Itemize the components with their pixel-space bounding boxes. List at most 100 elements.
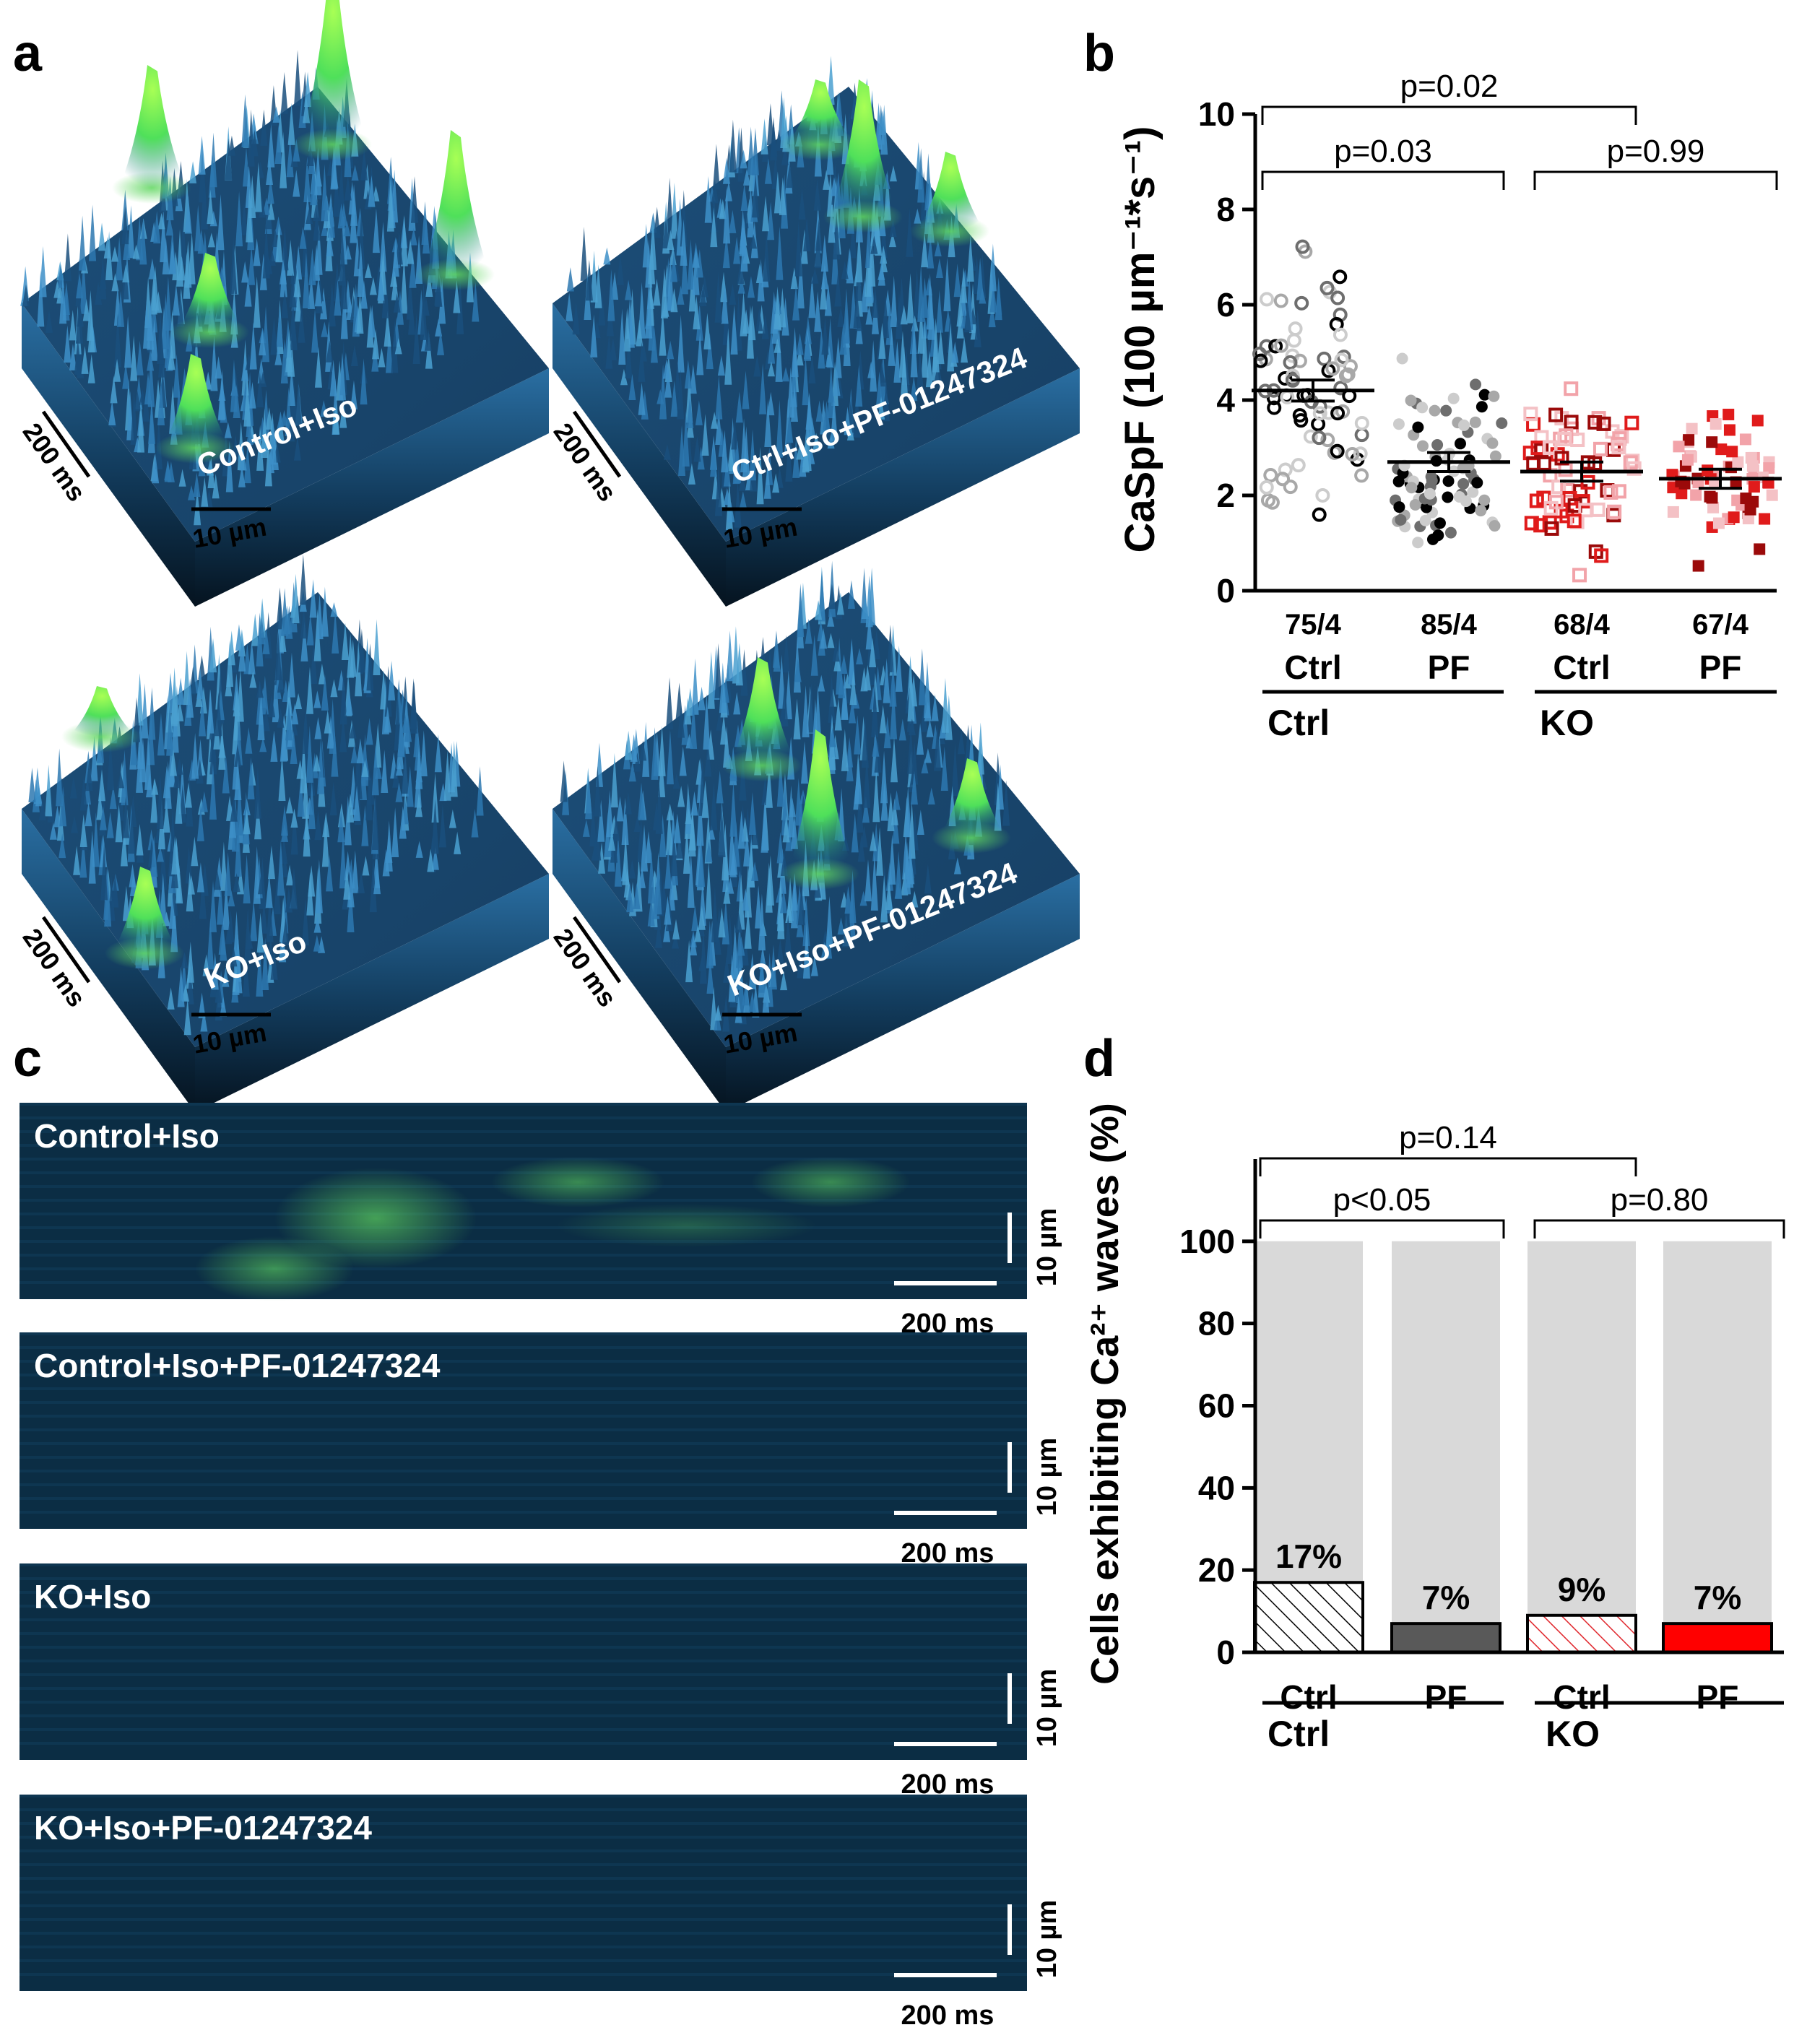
comparison-pvalue: p<0.05 <box>1333 1182 1431 1218</box>
data-point <box>1416 440 1429 452</box>
data-point <box>1594 548 1609 563</box>
data-point <box>1442 491 1454 503</box>
data-point <box>1681 454 1694 466</box>
bar-group-4: 7% <box>1662 1241 1773 1654</box>
data-point <box>1409 498 1421 511</box>
bar-value <box>1526 1613 1637 1654</box>
data-point <box>1288 321 1303 337</box>
data-point <box>1592 441 1608 456</box>
time-scale-line <box>572 410 622 478</box>
data-point <box>1690 489 1702 501</box>
data-point <box>1554 451 1569 466</box>
bar-group-2: 7% <box>1390 1241 1502 1654</box>
panel-b-category-label: Ctrl <box>1284 649 1341 686</box>
data-point <box>1416 402 1429 414</box>
panel-d-ytick-label: 80 <box>1198 1305 1235 1343</box>
surface-peak <box>177 253 244 332</box>
data-point <box>1312 507 1327 522</box>
data-point <box>1424 487 1436 500</box>
data-point <box>1332 269 1348 285</box>
data-point <box>1292 353 1307 368</box>
panel-b-category-label: PF <box>1699 649 1742 686</box>
data-point <box>1405 482 1418 494</box>
data-point <box>1259 480 1274 495</box>
panel-b-category-label: Ctrl <box>1553 649 1610 686</box>
calcium-wave <box>195 1236 354 1301</box>
panel-d-chart: Cells exhibiting Ca²⁺ waves (%) 17% Ctrl 7… <box>1083 1103 1785 1754</box>
data-point <box>1673 441 1685 453</box>
data-point <box>1523 407 1538 422</box>
comparison-bracket <box>1533 170 1778 190</box>
data-point <box>1564 415 1579 430</box>
surface-peak <box>787 79 854 144</box>
panel-d-ytick-label: 0 <box>1216 1634 1235 1671</box>
calcium-wave <box>274 1168 477 1269</box>
bar-total <box>1392 1241 1500 1652</box>
data-point <box>1748 481 1760 493</box>
data-point <box>1488 390 1500 402</box>
surface-front-wall <box>726 874 1080 1112</box>
panel-b-category-label: PF <box>1428 649 1470 686</box>
data-point <box>1405 394 1417 407</box>
data-point <box>1460 495 1472 508</box>
data-point <box>1392 418 1405 430</box>
data-point <box>1471 477 1483 489</box>
data-point <box>1330 290 1346 305</box>
bar-value-label: 17% <box>1275 1537 1342 1575</box>
data-point <box>1692 560 1704 572</box>
data-point <box>1746 460 1759 472</box>
data-point <box>1486 437 1499 449</box>
panel-b-group-1 <box>1252 239 1374 522</box>
data-point <box>1447 392 1460 404</box>
data-point <box>1253 353 1268 368</box>
data-point <box>1263 468 1278 483</box>
data-point <box>1488 520 1501 532</box>
data-point <box>1626 461 1642 476</box>
surface-peak <box>69 686 136 737</box>
panel-b-ytick-label: 2 <box>1216 477 1235 514</box>
data-point <box>1558 462 1573 477</box>
data-point <box>1354 415 1369 430</box>
data-point <box>1274 338 1289 353</box>
data-point <box>1295 239 1310 254</box>
surface-peak <box>422 130 490 274</box>
panel-label-b: b <box>1083 25 1115 82</box>
data-point <box>1332 327 1348 342</box>
surface-peak <box>112 867 179 953</box>
data-point <box>1611 484 1626 499</box>
data-point <box>1320 433 1335 448</box>
panel-d-category-label: PF <box>1425 1678 1468 1716</box>
data-point <box>1303 429 1318 444</box>
data-point <box>1478 494 1491 506</box>
data-point <box>1278 462 1293 477</box>
data-point <box>1548 407 1564 422</box>
panel-b-ytick-label: 6 <box>1216 286 1235 324</box>
data-point <box>1740 493 1752 505</box>
surface-peak <box>119 65 186 188</box>
bar-group-1: 17% <box>1253 1241 1364 1654</box>
data-point <box>1412 537 1424 549</box>
panel-b-ytick-label: 10 <box>1198 95 1235 133</box>
data-point <box>1596 416 1611 431</box>
panel-b-group-label: Ctrl <box>1268 703 1330 743</box>
comparison-pvalue: p=0.14 <box>1399 1120 1497 1155</box>
panel-b-group-4 <box>1659 408 1782 572</box>
data-point <box>1611 440 1626 455</box>
data-point <box>1393 501 1405 513</box>
surface-front-wall <box>195 874 549 1112</box>
panel-d-ytick-label: 100 <box>1179 1223 1235 1260</box>
data-point <box>1686 422 1698 435</box>
comparison-bracket <box>1259 1219 1505 1239</box>
data-point <box>1715 443 1728 456</box>
data-point <box>1396 352 1408 365</box>
panel-b-group-3 <box>1520 381 1643 583</box>
data-point <box>1440 404 1452 417</box>
panel-b-group-2 <box>1387 352 1510 549</box>
data-point <box>1728 511 1740 524</box>
data-point <box>1683 434 1695 446</box>
data-point <box>1731 494 1743 506</box>
panel-b-n-label: 75/4 <box>1285 609 1342 641</box>
